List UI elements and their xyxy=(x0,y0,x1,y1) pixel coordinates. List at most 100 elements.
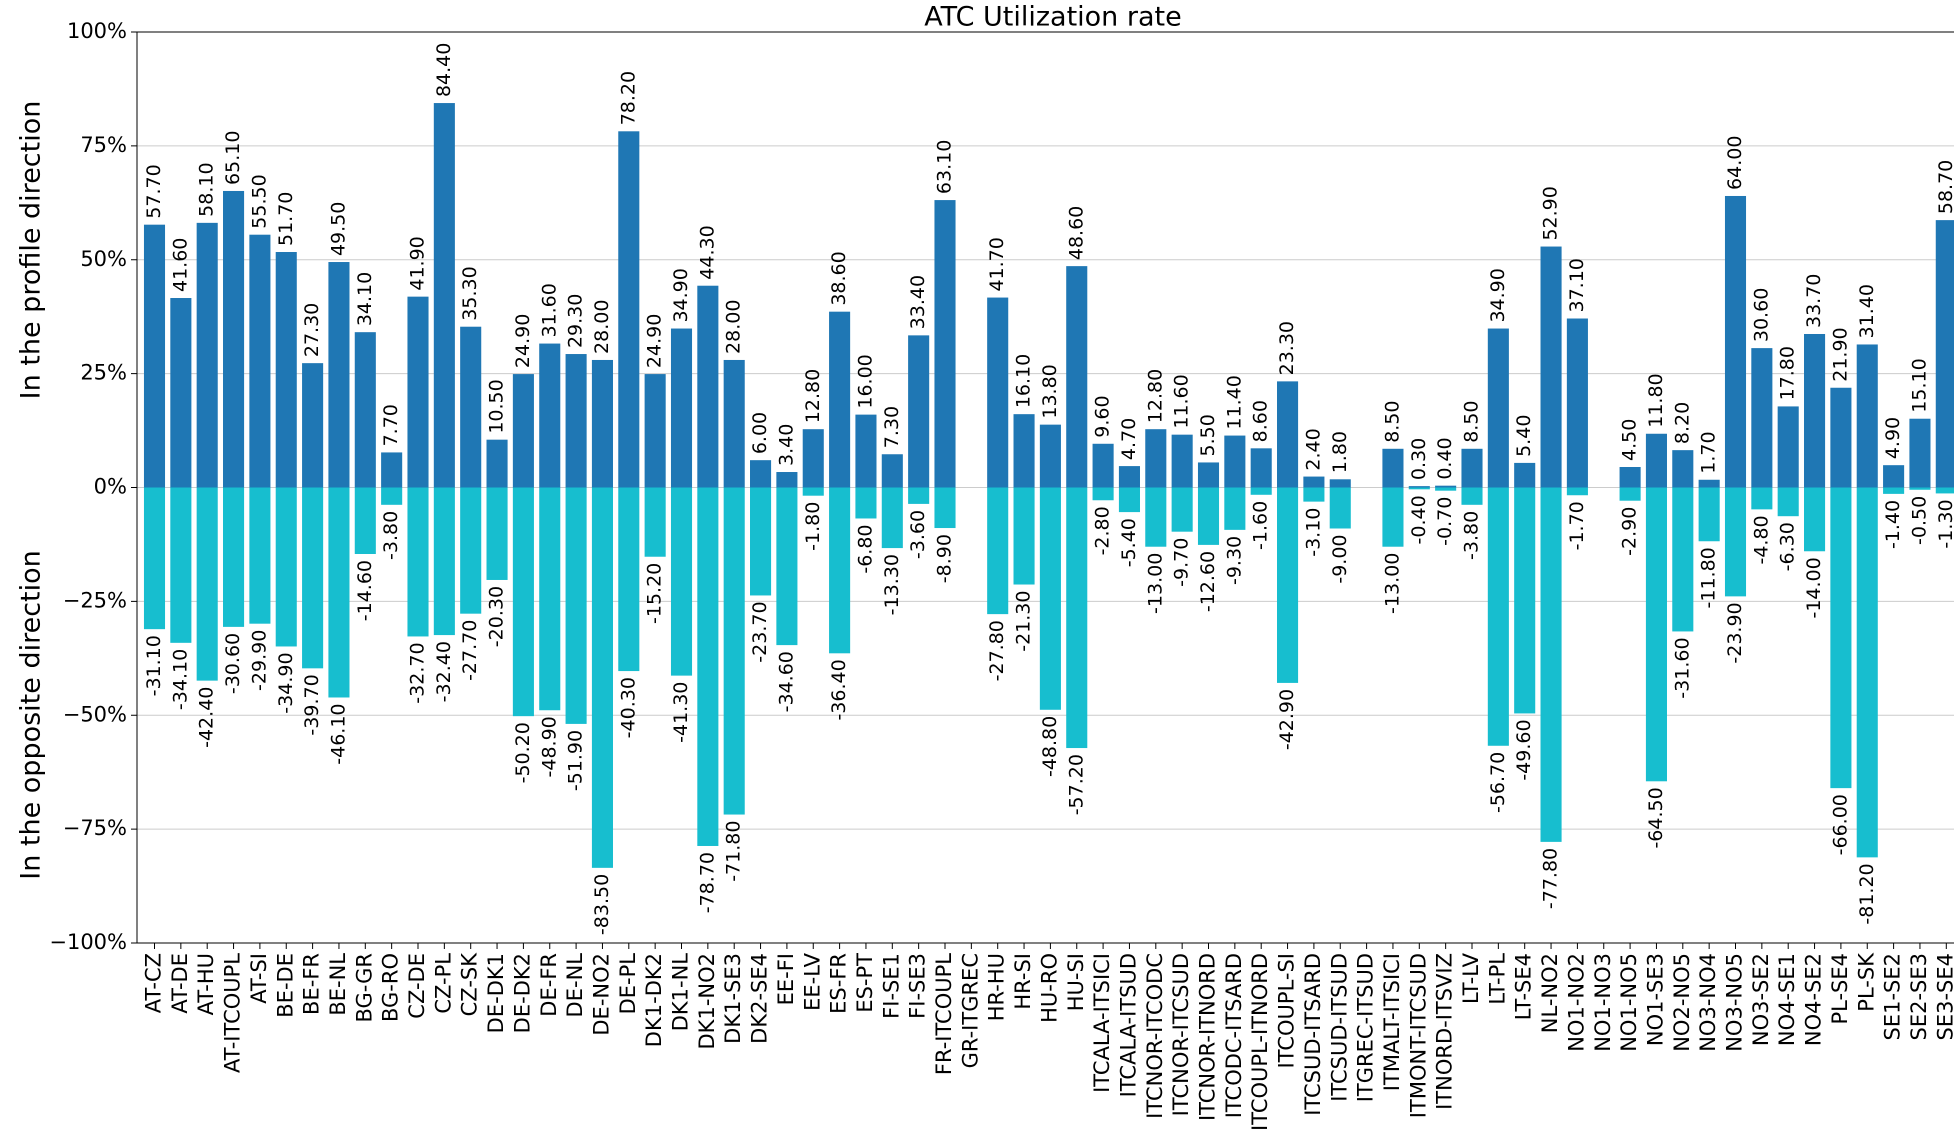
x-tick-label: CZ-PL xyxy=(431,953,455,1014)
x-tick-label: NO1-SE3 xyxy=(1643,953,1667,1046)
bar xyxy=(143,224,166,488)
value-label: -9.70 xyxy=(1171,538,1193,587)
value-label: 4.50 xyxy=(1619,419,1641,461)
x-tick-label: FI-SE1 xyxy=(879,953,903,1019)
x-tick-label: DK1-DK2 xyxy=(642,953,666,1047)
value-label: -11.80 xyxy=(1698,547,1720,608)
x-tick-label: ITCODC-ITSARD xyxy=(1222,953,1246,1118)
bar xyxy=(1883,465,1905,488)
bar xyxy=(1619,467,1641,488)
bar xyxy=(1329,479,1351,488)
x-tick-label: DE-FR xyxy=(537,953,561,1017)
bar xyxy=(1487,328,1509,488)
bar xyxy=(1804,333,1826,488)
bar xyxy=(328,262,350,488)
value-label: -42.40 xyxy=(196,687,218,748)
bar xyxy=(644,374,666,488)
bar xyxy=(486,439,508,488)
bar xyxy=(381,487,403,505)
x-tick-label: ITNORD-ITSVIZ xyxy=(1433,953,1457,1110)
bar xyxy=(1514,487,1536,714)
value-label: -34.10 xyxy=(169,649,191,710)
x-tick-label: ITCNOR-ITCODC xyxy=(1143,953,1167,1119)
x-tick-label: DK2-SE4 xyxy=(748,953,772,1044)
bar xyxy=(1698,479,1720,488)
x-tick-label: HU-RO xyxy=(1037,953,1061,1023)
bar xyxy=(565,354,587,488)
bar xyxy=(1672,487,1694,632)
bar xyxy=(1566,487,1588,496)
value-label: 33.70 xyxy=(1803,274,1825,328)
value-label: -6.80 xyxy=(854,524,876,573)
value-label: -57.20 xyxy=(1065,754,1087,815)
bar xyxy=(1777,487,1799,517)
value-label: -32.40 xyxy=(433,641,455,702)
x-tick-label: ITCNOR-ITCSUD xyxy=(1169,953,1193,1116)
bar xyxy=(1224,487,1246,530)
value-label: -3.60 xyxy=(907,510,929,559)
bar xyxy=(1145,429,1167,488)
value-label: -42.90 xyxy=(1276,689,1298,750)
x-tick-label: HR-SI xyxy=(1011,953,1035,1010)
value-label: -81.20 xyxy=(1856,863,1878,924)
chart-title: ATC Utilization rate xyxy=(924,2,1181,33)
bar xyxy=(275,487,297,647)
value-label: -56.70 xyxy=(1487,752,1509,813)
bar xyxy=(1092,487,1114,501)
bar xyxy=(302,487,324,669)
bar xyxy=(855,414,877,488)
bar xyxy=(381,452,403,488)
bar xyxy=(1672,450,1694,488)
value-label: 8.50 xyxy=(1461,400,1483,442)
bar xyxy=(1487,487,1509,746)
bar xyxy=(829,487,851,654)
bar xyxy=(987,487,1009,615)
bar xyxy=(433,487,455,636)
bar xyxy=(1013,487,1035,585)
value-label: 55.50 xyxy=(248,174,270,228)
y-tick-label: −75% xyxy=(63,816,127,840)
value-label: 33.40 xyxy=(907,275,929,329)
value-label: -3.80 xyxy=(1461,511,1483,560)
bar xyxy=(750,460,772,488)
value-label: 2.40 xyxy=(1302,428,1324,470)
value-label: 23.30 xyxy=(1276,321,1298,375)
value-label: -27.70 xyxy=(459,620,481,681)
bar xyxy=(223,190,245,488)
bar xyxy=(1277,381,1299,488)
value-label: 65.10 xyxy=(222,131,244,185)
x-tick-label: ES-PT xyxy=(853,953,877,1013)
value-label: 64.00 xyxy=(1724,136,1746,190)
value-label: -4.80 xyxy=(1750,515,1772,564)
x-tick-label: DE-DK1 xyxy=(484,953,508,1033)
value-label: -1.40 xyxy=(1882,500,1904,549)
value-label: -34.90 xyxy=(275,652,297,713)
value-label: -13.00 xyxy=(1381,553,1403,614)
x-tick-label: ITCALA-ITSUD xyxy=(1116,953,1140,1097)
x-tick-label: LT-SE4 xyxy=(1512,953,1536,1020)
x-tick-label: PL-SK xyxy=(1854,952,1878,1012)
value-label: 84.40 xyxy=(433,43,455,97)
bar xyxy=(1856,344,1878,488)
bar xyxy=(591,487,613,868)
bar xyxy=(1909,487,1931,490)
bar xyxy=(1724,195,1747,488)
value-label: -23.70 xyxy=(749,601,771,662)
bar xyxy=(1066,266,1088,488)
value-label: -32.70 xyxy=(407,642,429,703)
x-tick-label: AT-HU xyxy=(194,953,218,1015)
bar xyxy=(1303,476,1325,488)
value-label: -1.60 xyxy=(1250,501,1272,550)
x-tick-label: AT-CZ xyxy=(142,953,166,1013)
bar xyxy=(407,296,429,488)
bar xyxy=(196,222,218,488)
bar xyxy=(1883,487,1905,494)
y-tick-label: −25% xyxy=(63,588,127,612)
bar xyxy=(1514,462,1536,488)
value-label: 1.70 xyxy=(1698,431,1720,473)
x-tick-label: ITMALT-ITSICI xyxy=(1380,953,1404,1091)
value-label: -71.80 xyxy=(723,821,745,882)
value-label: -2.90 xyxy=(1619,507,1641,556)
bar xyxy=(1777,406,1799,488)
x-tick-label: GR-ITGREC xyxy=(958,953,982,1068)
